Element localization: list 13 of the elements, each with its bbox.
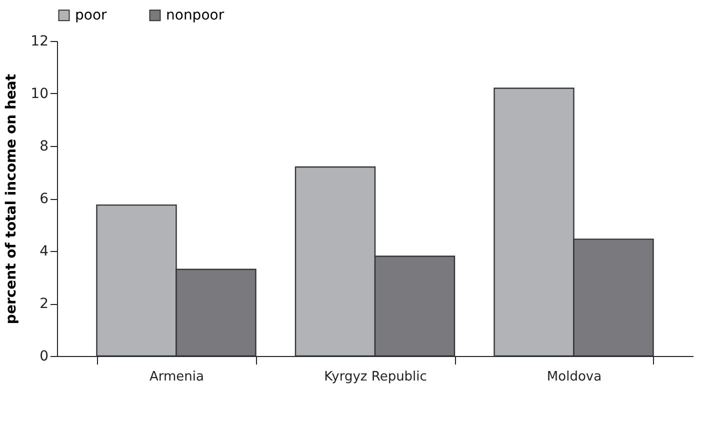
y-tick-label: 12 bbox=[30, 34, 48, 50]
y-tick-label: 2 bbox=[40, 296, 48, 312]
x-tick-label: Moldova bbox=[546, 370, 602, 384]
y-tick-label: 10 bbox=[30, 86, 48, 102]
y-tick-label: 0 bbox=[40, 348, 48, 364]
legend-label: poor bbox=[75, 7, 108, 24]
x-tick-label: Armenia bbox=[150, 370, 204, 384]
legend-label: nonpoor bbox=[166, 7, 224, 24]
y-tick-label: 8 bbox=[40, 138, 48, 154]
y-axis-title: percent of total income on heat bbox=[4, 74, 20, 324]
y-tick-label: 6 bbox=[40, 191, 49, 207]
y-tick-label: 4 bbox=[40, 244, 49, 260]
x-tick-label: Kyrgyz Republic bbox=[324, 370, 427, 384]
